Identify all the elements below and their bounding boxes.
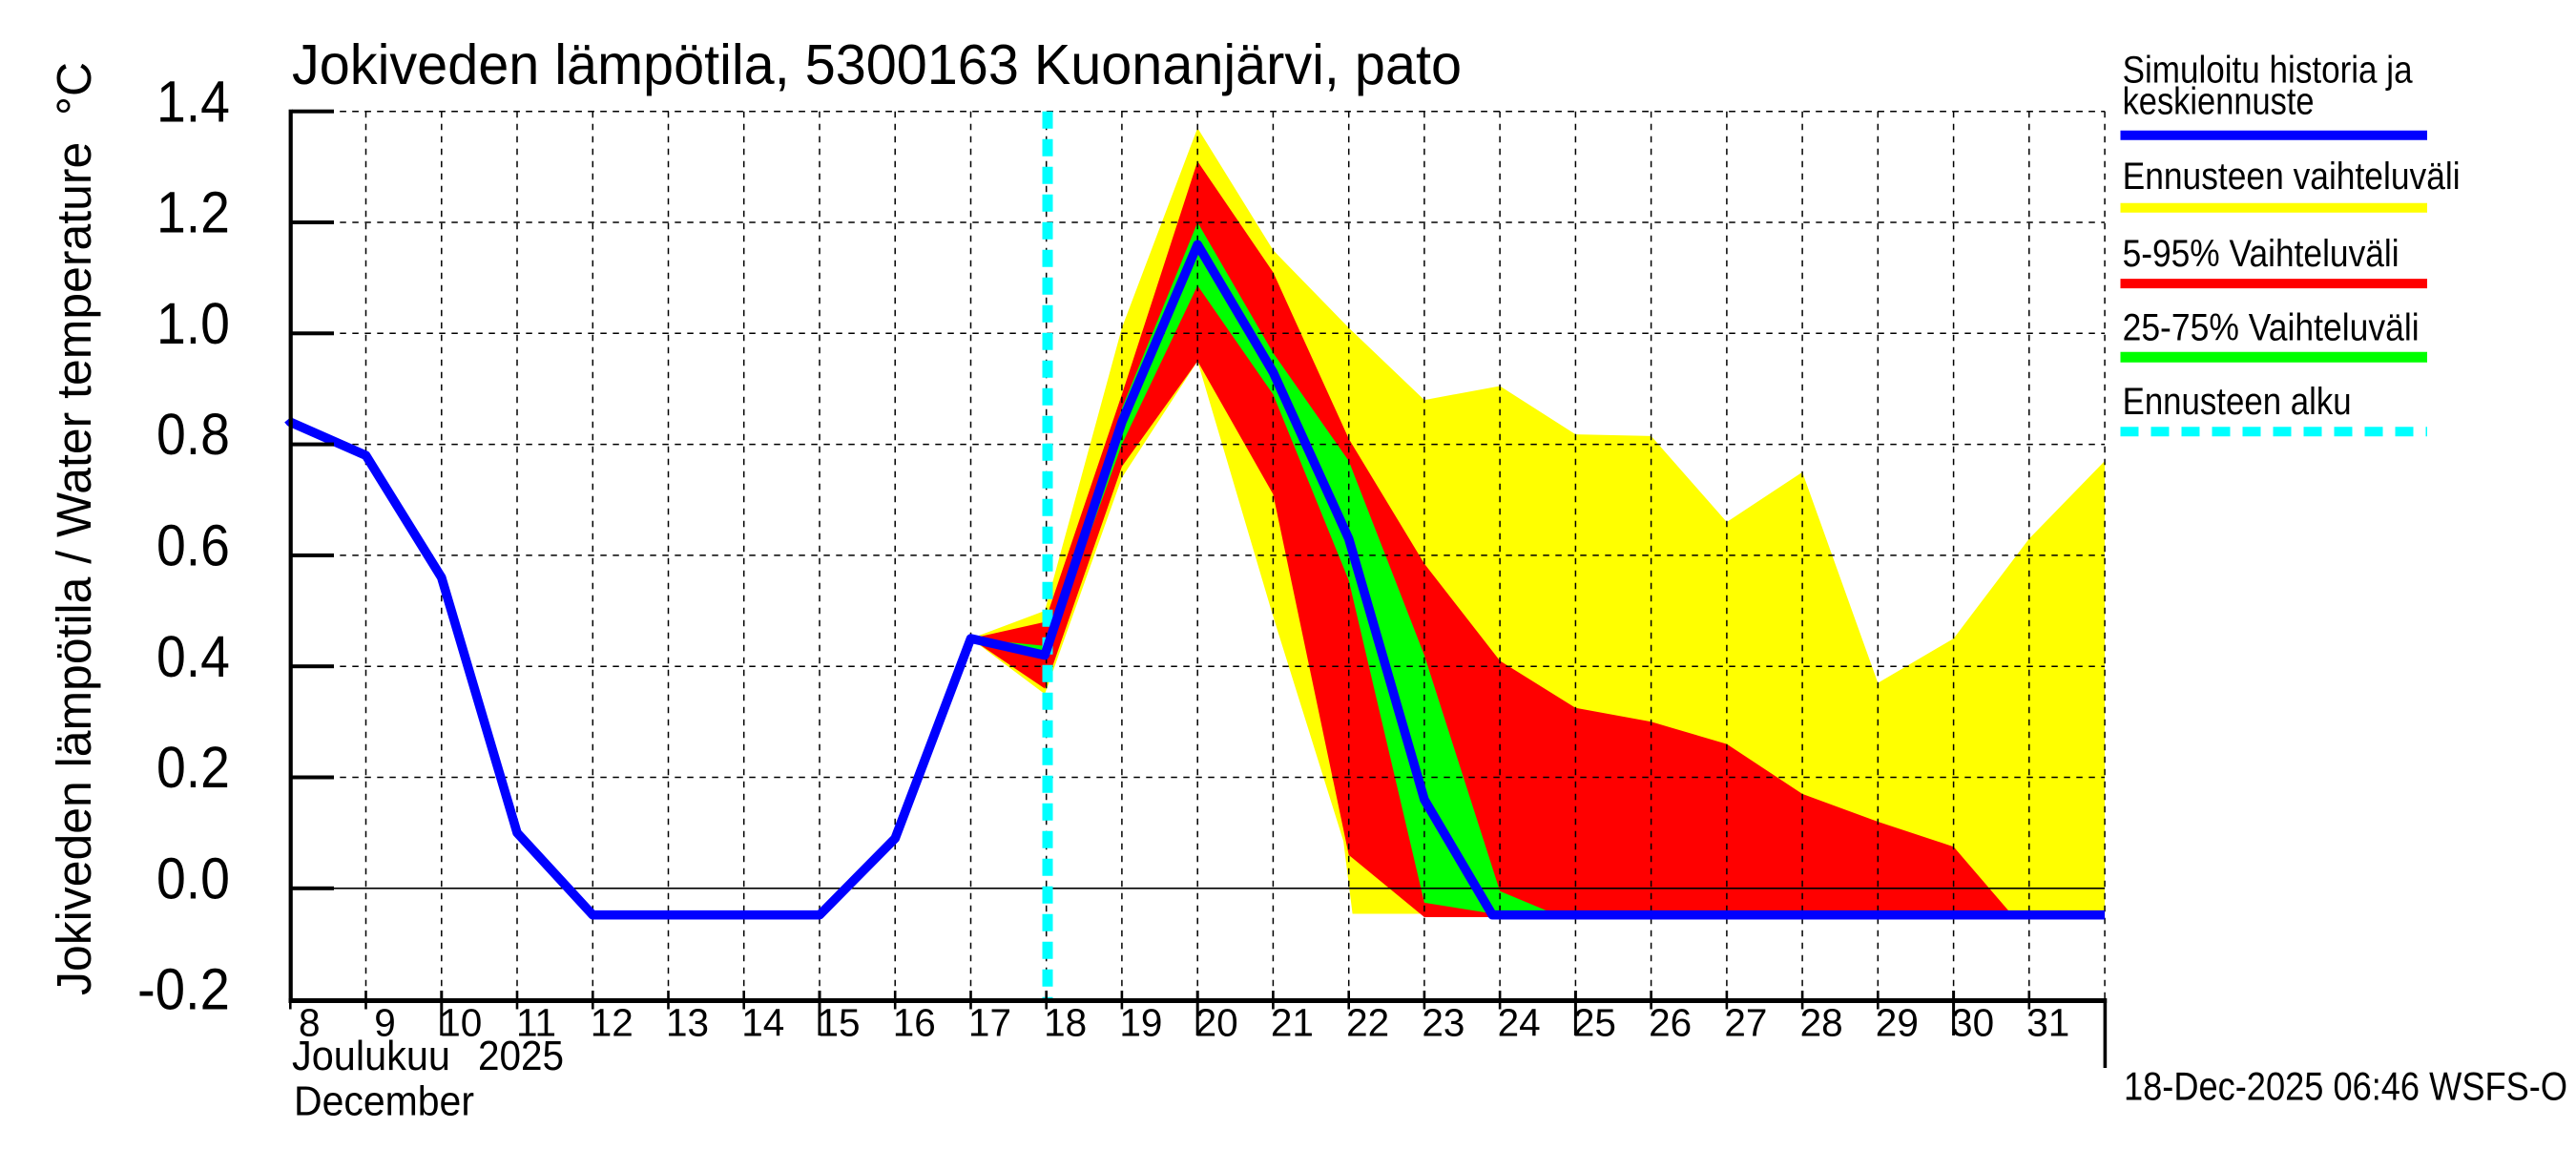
svg-text:1.2: 1.2 xyxy=(156,180,230,245)
svg-text:9: 9 xyxy=(374,1001,396,1045)
svg-text:29: 29 xyxy=(1876,1001,1919,1045)
svg-text:0.2: 0.2 xyxy=(156,735,230,800)
svg-text:-0.2: -0.2 xyxy=(137,957,230,1022)
svg-text:21: 21 xyxy=(1271,1001,1314,1045)
svg-text:27: 27 xyxy=(1724,1001,1767,1045)
svg-text:31: 31 xyxy=(2026,1001,2069,1045)
svg-text:keskiennuste: keskiennuste xyxy=(2123,81,2315,123)
svg-text:12: 12 xyxy=(591,1001,634,1045)
svg-text:18-Dec-2025 06:46 WSFS-O: 18-Dec-2025 06:46 WSFS-O xyxy=(2124,1064,2567,1108)
svg-text:16: 16 xyxy=(893,1001,936,1045)
svg-text:24: 24 xyxy=(1498,1001,1541,1045)
svg-text:2025: 2025 xyxy=(478,1034,564,1079)
svg-text:26: 26 xyxy=(1649,1001,1692,1045)
svg-text:Ennusteen alku: Ennusteen alku xyxy=(2123,381,2352,423)
svg-text:1.4: 1.4 xyxy=(156,69,230,134)
svg-text:15: 15 xyxy=(817,1001,860,1045)
svg-text:10: 10 xyxy=(439,1001,482,1045)
svg-text:0.6: 0.6 xyxy=(156,513,230,578)
svg-text:20: 20 xyxy=(1195,1001,1238,1045)
svg-text:Jokiveden lämpötila / Water te: Jokiveden lämpötila / Water temperature … xyxy=(47,62,101,995)
svg-text:December: December xyxy=(294,1079,474,1125)
svg-text:5-95% Vaihteluväli: 5-95% Vaihteluväli xyxy=(2123,233,2399,275)
svg-text:Simuloitu historia ja: Simuloitu historia ja xyxy=(2123,49,2414,91)
svg-text:25-75% Vaihteluväli: 25-75% Vaihteluväli xyxy=(2123,306,2420,348)
svg-text:25: 25 xyxy=(1573,1001,1616,1045)
svg-text:Ennusteen vaihteluväli: Ennusteen vaihteluväli xyxy=(2123,156,2461,198)
svg-text:0.4: 0.4 xyxy=(156,624,230,689)
svg-text:30: 30 xyxy=(1951,1001,1994,1045)
svg-text:14: 14 xyxy=(741,1001,784,1045)
svg-text:11: 11 xyxy=(516,1001,556,1045)
svg-text:13: 13 xyxy=(666,1001,709,1045)
svg-text:8: 8 xyxy=(299,1001,321,1045)
svg-text:28: 28 xyxy=(1800,1001,1843,1045)
svg-text:0.0: 0.0 xyxy=(156,846,230,910)
svg-text:23: 23 xyxy=(1422,1001,1465,1045)
svg-text:Joulukuu: Joulukuu xyxy=(292,1034,450,1079)
svg-text:19: 19 xyxy=(1119,1001,1162,1045)
svg-text:1.0: 1.0 xyxy=(156,291,230,356)
svg-text:22: 22 xyxy=(1346,1001,1389,1045)
svg-text:17: 17 xyxy=(968,1001,1011,1045)
svg-text:0.8: 0.8 xyxy=(156,402,230,467)
svg-text:Jokiveden lämpötila, 5300163 K: Jokiveden lämpötila, 5300163 Kuonanjärvi… xyxy=(292,33,1462,96)
svg-text:18: 18 xyxy=(1044,1001,1087,1045)
